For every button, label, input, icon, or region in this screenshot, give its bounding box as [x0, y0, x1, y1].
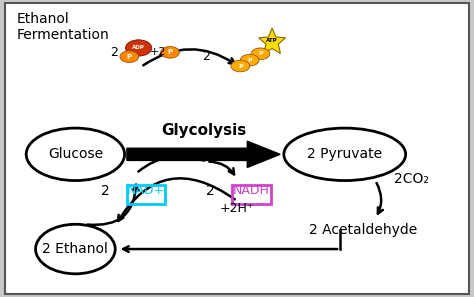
Ellipse shape — [26, 128, 125, 181]
Text: Ethanol
Fermentation: Ethanol Fermentation — [17, 12, 109, 42]
Text: 2 Acetaldehyde: 2 Acetaldehyde — [310, 223, 418, 237]
Text: Glycolysis: Glycolysis — [162, 123, 247, 138]
Text: ATP: ATP — [266, 38, 278, 43]
Text: 2: 2 — [100, 184, 114, 198]
Polygon shape — [259, 28, 285, 53]
Text: 2: 2 — [110, 46, 118, 59]
Text: +2: +2 — [150, 47, 166, 57]
Circle shape — [251, 48, 270, 60]
Text: 2: 2 — [202, 50, 210, 63]
Polygon shape — [127, 141, 280, 168]
Circle shape — [120, 51, 138, 63]
Text: NAD+: NAD+ — [127, 184, 165, 197]
Text: 2CO₂: 2CO₂ — [394, 172, 429, 186]
Text: NADH: NADH — [233, 184, 270, 197]
Text: 2: 2 — [206, 184, 219, 198]
Circle shape — [161, 47, 179, 58]
Text: +2H⁺: +2H⁺ — [220, 202, 254, 215]
Text: P: P — [167, 49, 173, 55]
Circle shape — [36, 224, 115, 274]
Text: 2 Ethanol: 2 Ethanol — [43, 242, 109, 256]
Text: ADP: ADP — [132, 45, 145, 50]
Ellipse shape — [284, 128, 406, 181]
Text: P: P — [127, 54, 132, 60]
Circle shape — [231, 60, 250, 72]
Circle shape — [126, 40, 152, 56]
Circle shape — [240, 54, 259, 66]
Text: P: P — [238, 64, 243, 69]
Text: P: P — [247, 58, 252, 63]
Text: 2 Pyruvate: 2 Pyruvate — [307, 147, 383, 161]
Text: Glucose: Glucose — [48, 147, 103, 161]
Text: P: P — [258, 51, 263, 56]
